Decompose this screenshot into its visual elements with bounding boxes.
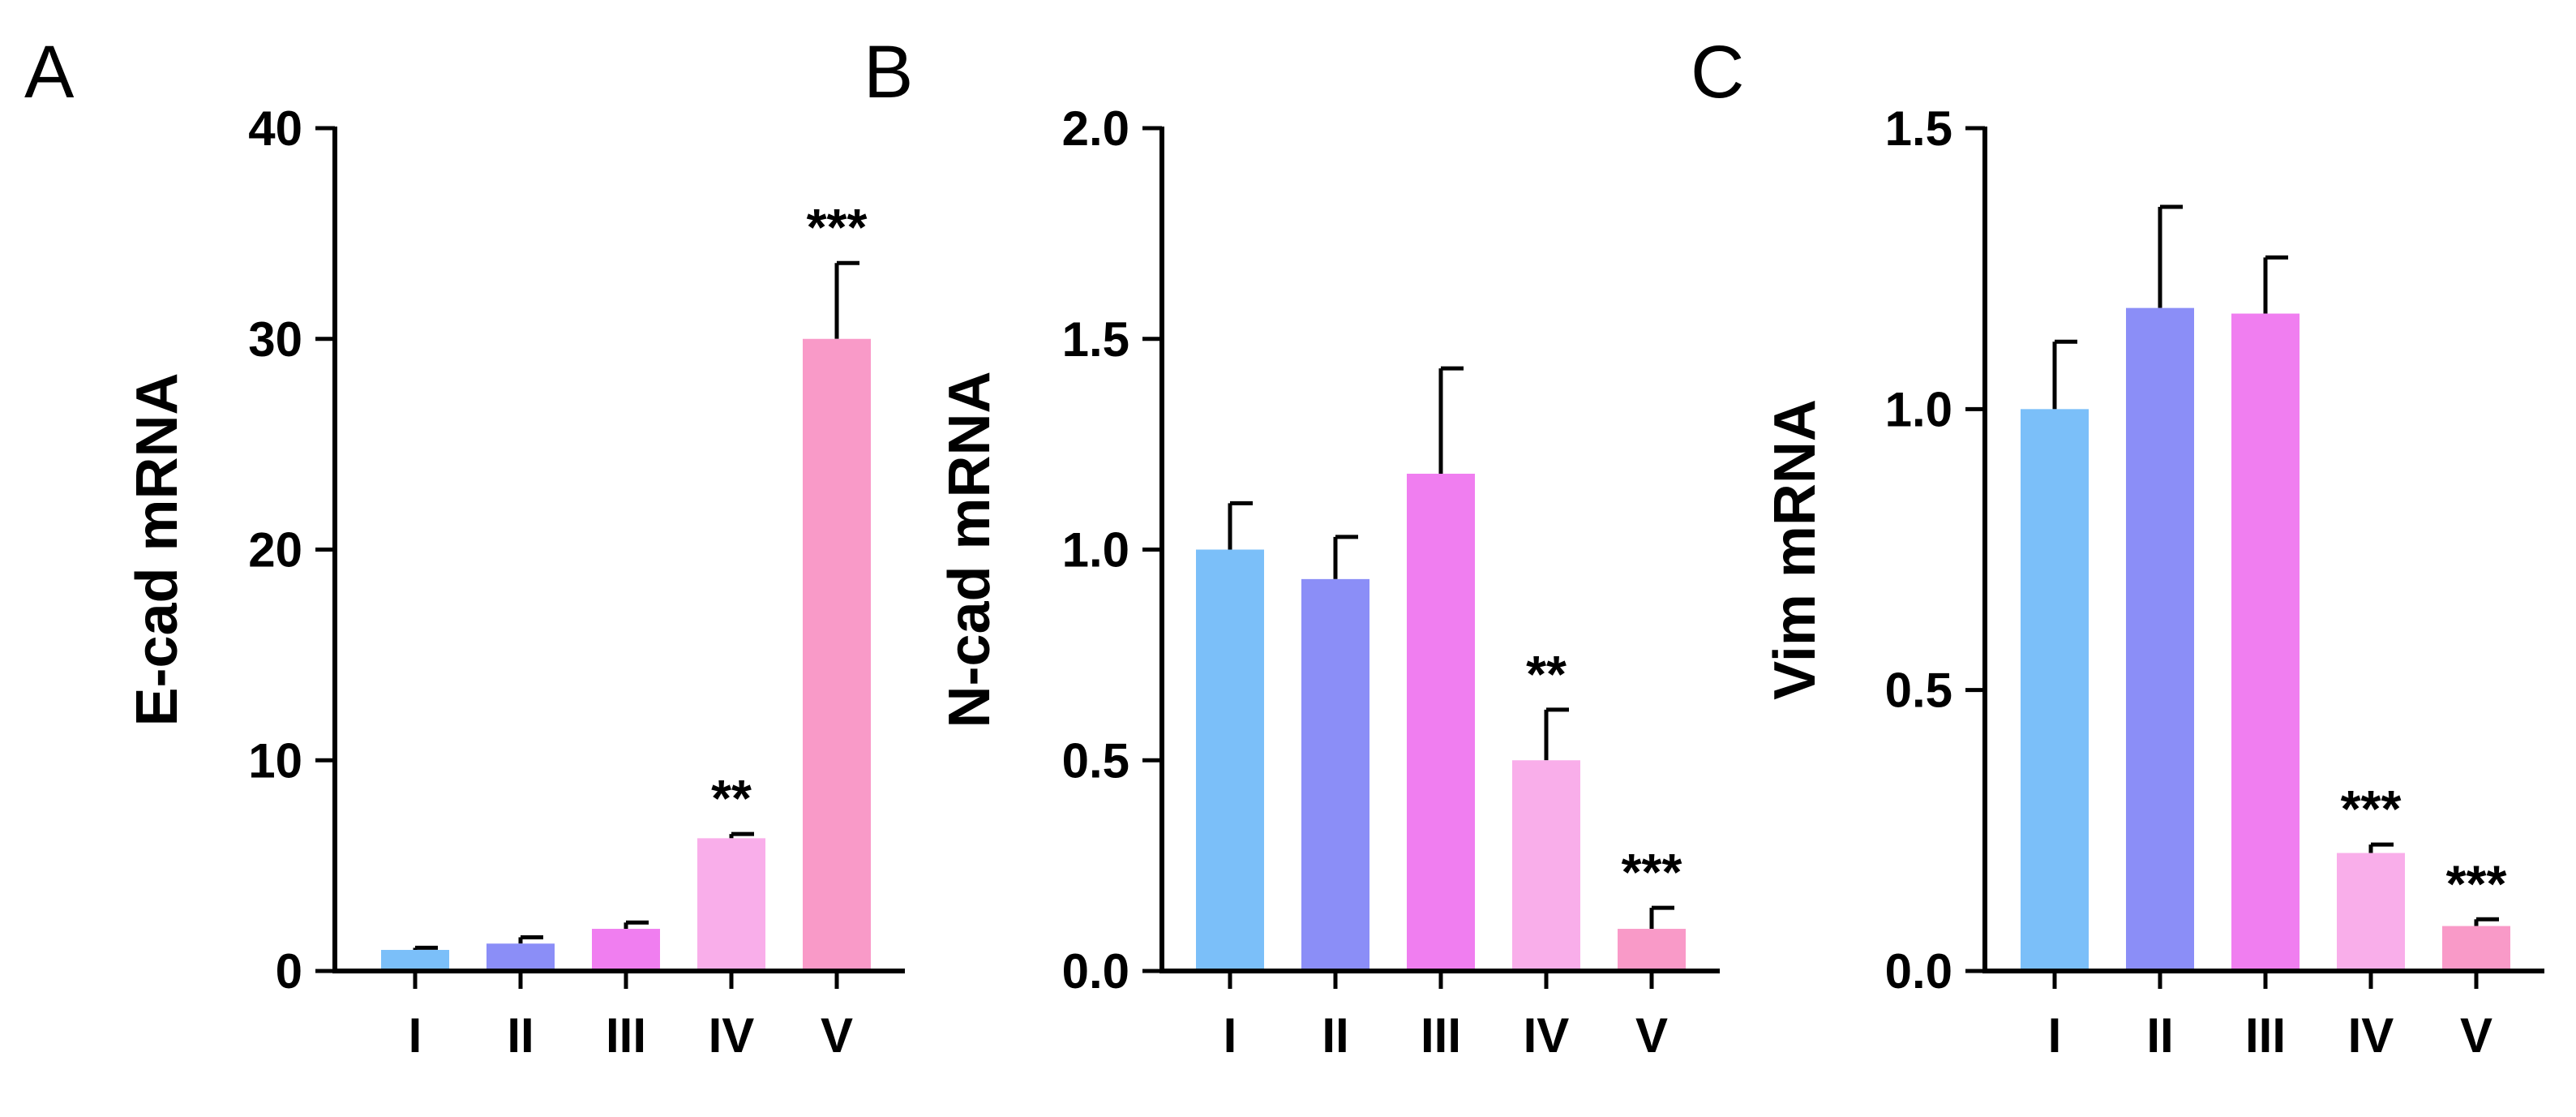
x-tick-label-a-iii: III xyxy=(606,1008,646,1063)
y-tick-label-a-10: 10 xyxy=(248,733,302,788)
y-axis-label-a: E-cad mRNA xyxy=(125,372,190,726)
y-tick-label-c-0.0: 0.0 xyxy=(1885,944,1952,999)
significance-c-v: *** xyxy=(2446,854,2507,913)
bar-a-iv xyxy=(697,838,765,971)
bar-a-iii xyxy=(592,929,660,971)
significance-c-iv: *** xyxy=(2341,780,2402,838)
y-tick-label-a-0: 0 xyxy=(276,944,302,999)
panel-letter-a: A xyxy=(24,31,75,114)
x-tick-label-a-i: I xyxy=(409,1008,422,1063)
x-tick-label-c-iii: III xyxy=(2245,1008,2286,1063)
bar-c-iv xyxy=(2337,853,2405,971)
y-tick-label-a-30: 30 xyxy=(248,312,302,367)
y-tick-label-b-0.5: 0.5 xyxy=(1062,733,1129,788)
x-tick-label-b-ii: II xyxy=(1322,1008,1348,1063)
bar-a-ii xyxy=(486,943,555,971)
x-tick-label-c-i: I xyxy=(2048,1008,2062,1063)
bar-a-i xyxy=(381,950,449,971)
bar-b-iv xyxy=(1512,760,1580,971)
x-tick-label-b-iv: IV xyxy=(1524,1008,1570,1063)
x-tick-label-c-iv: IV xyxy=(2348,1008,2394,1063)
y-tick-label-c-1.0: 1.0 xyxy=(1885,382,1952,436)
bar-b-iii xyxy=(1407,473,1475,971)
panel-letter-b: B xyxy=(864,31,913,114)
y-axis-label-b: N-cad mRNA xyxy=(937,371,1002,728)
y-tick-label-a-20: 20 xyxy=(248,523,302,578)
x-tick-label-c-ii: II xyxy=(2146,1008,2173,1063)
y-tick-label-b-0.0: 0.0 xyxy=(1062,944,1129,999)
x-tick-label-a-iv: IV xyxy=(709,1008,755,1063)
y-axis-label-c: Vim mRNA xyxy=(1763,399,1828,700)
bar-a-v xyxy=(803,338,871,971)
significance-a-iv: ** xyxy=(711,769,752,827)
x-tick-label-c-v: V xyxy=(2460,1008,2492,1063)
bar-c-iii xyxy=(2231,313,2300,972)
significance-a-v: *** xyxy=(807,198,868,256)
panel-letter-c: C xyxy=(1691,31,1744,114)
x-tick-label-b-v: V xyxy=(1635,1008,1668,1063)
y-tick-label-b-2.0: 2.0 xyxy=(1062,101,1129,156)
x-tick-label-a-v: V xyxy=(821,1008,853,1063)
bar-b-v xyxy=(1618,929,1686,971)
significance-b-v: *** xyxy=(1622,843,1682,901)
y-tick-label-b-1.0: 1.0 xyxy=(1062,523,1129,578)
bar-b-i xyxy=(1196,549,1264,971)
x-tick-label-a-ii: II xyxy=(507,1008,534,1063)
significance-b-iv: ** xyxy=(1526,645,1567,703)
bar-c-i xyxy=(2021,409,2089,971)
bar-c-v xyxy=(2442,926,2510,971)
y-tick-label-a-40: 40 xyxy=(248,101,302,156)
y-tick-label-c-1.5: 1.5 xyxy=(1885,101,1952,156)
y-tick-label-c-0.5: 0.5 xyxy=(1885,664,1952,718)
y-tick-label-b-1.5: 1.5 xyxy=(1062,312,1129,367)
x-tick-label-b-i: I xyxy=(1224,1008,1237,1063)
bar-c-ii xyxy=(2126,307,2194,971)
x-tick-label-b-iii: III xyxy=(1421,1008,1461,1063)
bar-b-ii xyxy=(1301,578,1369,971)
